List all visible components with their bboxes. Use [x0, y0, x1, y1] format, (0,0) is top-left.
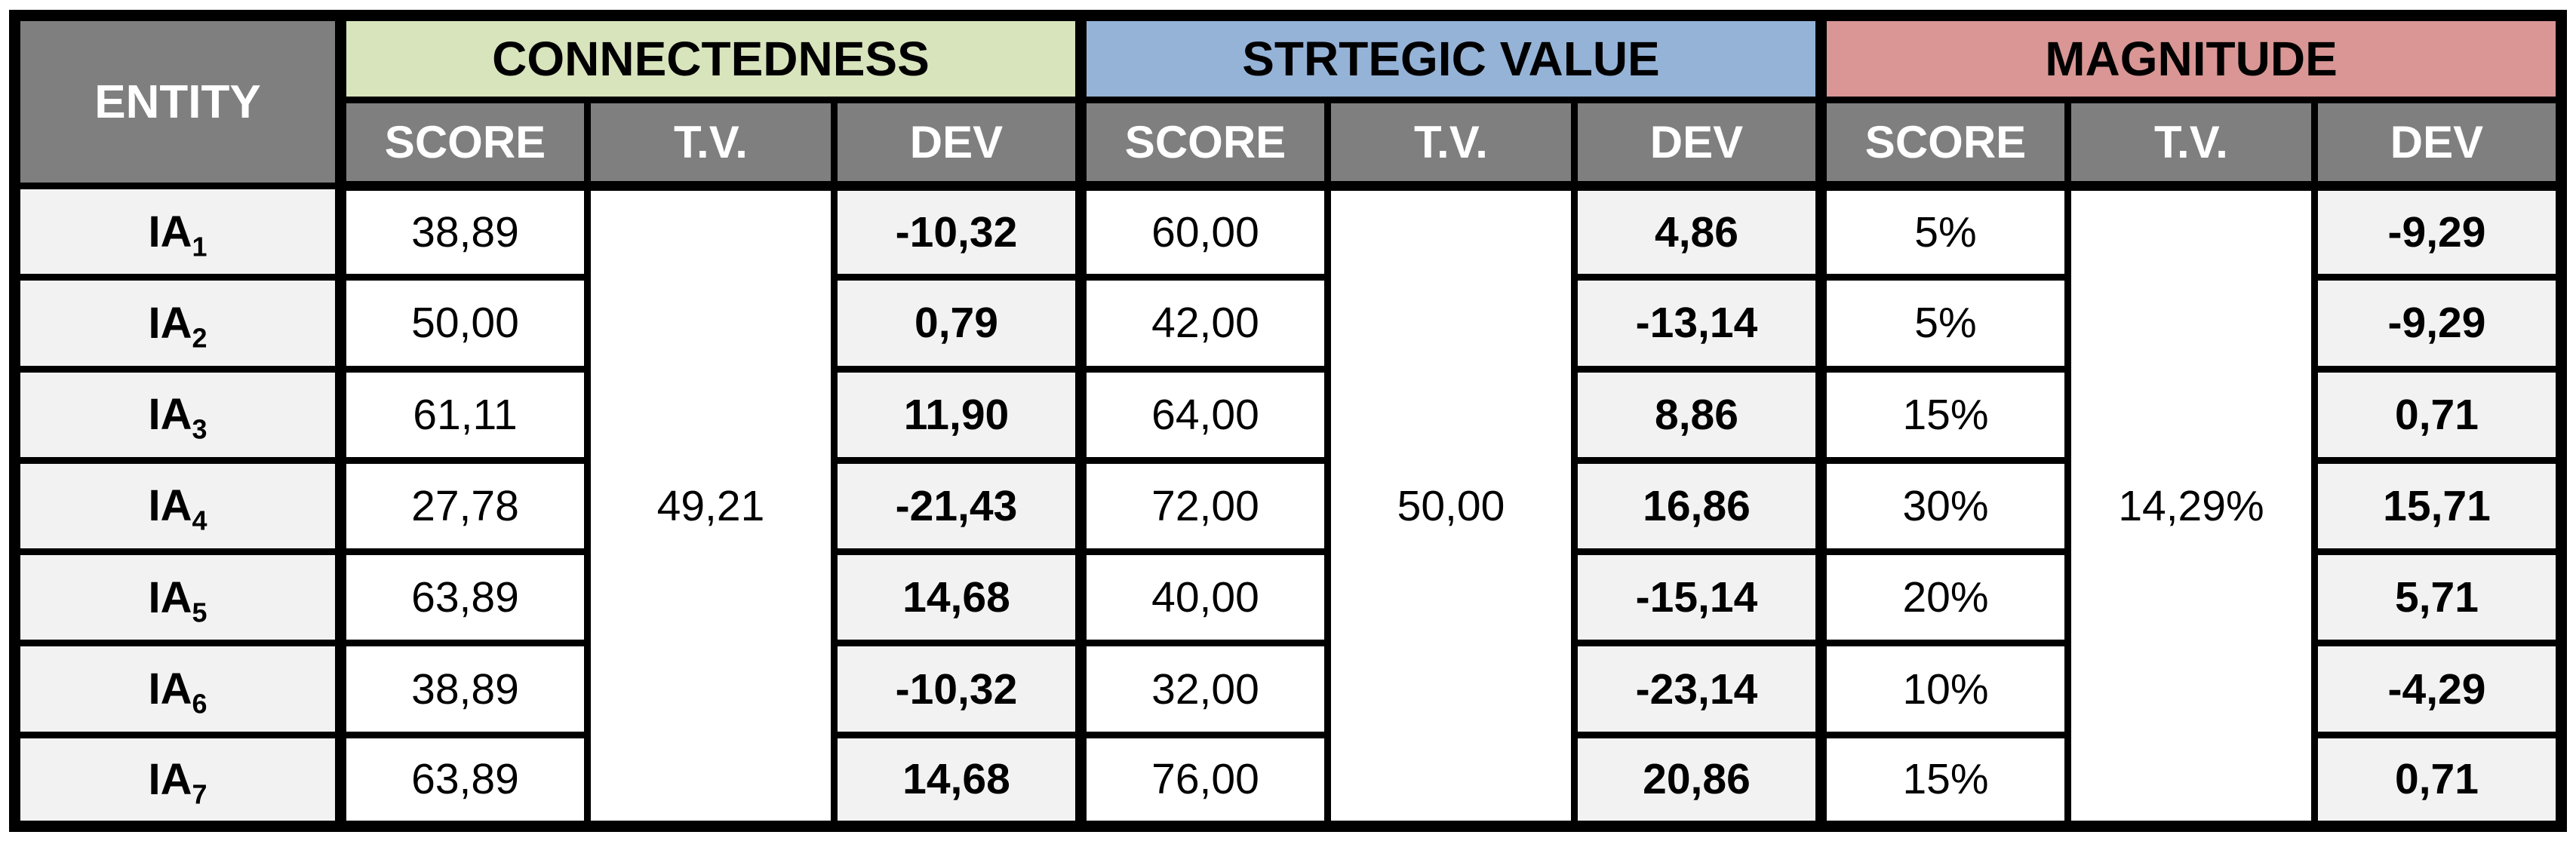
strategic-value-dev-cell: 4,86	[1570, 182, 1824, 281]
entity-label-subscript: 5	[192, 597, 207, 628]
strategic-value-dev-cell: -13,14	[1570, 274, 1824, 373]
connectedness-score-cell: 61,11	[334, 365, 591, 464]
connectedness-score-cell: 50,00	[334, 274, 591, 373]
strategic-value-score-cell: 32,00	[1074, 640, 1331, 738]
entity-label-subscript: 1	[192, 231, 207, 262]
connectedness-score-cell: 38,89	[334, 640, 591, 738]
table-row: IA1 38,89 49,21 -10,32 60,00 50,00 4,86 …	[11, 182, 2565, 830]
magnitude-dev-cell: 0,71	[2310, 731, 2565, 830]
connectedness-dev-cell: 14,68	[830, 548, 1084, 647]
entity-label: IA6	[11, 640, 344, 738]
entity-label: IA1	[11, 182, 344, 281]
strategic-value-score-cell: 72,00	[1074, 456, 1331, 556]
strategic-value-dev-cell: 8,86	[1570, 365, 1824, 464]
entity-label-subscript: 3	[192, 413, 207, 445]
magnitude-score-cell: 30%	[1815, 456, 2071, 556]
magnitude-dev-cell: 15,71	[2310, 456, 2565, 556]
entity-label-base: IA	[148, 572, 192, 622]
connectedness-tv-header: T.V.	[583, 97, 838, 191]
strategic-value-score-header: SCORE	[1074, 97, 1331, 191]
magnitude-tv-header: T.V.	[2064, 97, 2318, 191]
table-row: IA4 27,78 -21,43 72,00 16,86 30% 15,71	[11, 456, 2565, 556]
strategic-value-score-cell: 64,00	[1074, 365, 1331, 464]
group-header-connectedness: CONNECTEDNESS	[334, 12, 1087, 103]
connectedness-dev-cell: -10,32	[830, 640, 1084, 738]
strategic-value-dev-cell: -23,14	[1570, 640, 1824, 738]
entity-label-base: IA	[148, 298, 192, 348]
connectedness-score-cell: 27,78	[334, 456, 591, 556]
connectedness-tv-cell: 49,21	[583, 183, 838, 830]
magnitude-score-cell: 5%	[1815, 274, 2071, 373]
magnitude-score-cell: 15%	[1815, 365, 2071, 464]
entity-label-base: IA	[148, 481, 192, 531]
strategic-value-tv-header: T.V.	[1323, 97, 1578, 191]
connectedness-dev-cell: 11,90	[830, 365, 1084, 464]
entity-metrics-table: ENTITY CONNECTEDNESS STRTEGIC VALUE MAGN…	[9, 10, 2568, 832]
magnitude-dev-cell: -9,29	[2310, 274, 2565, 373]
strategic-value-dev-cell: 16,86	[1570, 456, 1824, 556]
table-row: IA6 38,89 -10,32 32,00 -23,14 10% -4,29	[11, 640, 2565, 738]
entity-label: IA4	[11, 456, 344, 556]
connectedness-dev-cell: 14,68	[830, 731, 1084, 830]
strategic-value-score-cell: 40,00	[1074, 548, 1331, 647]
sub-header-row: SCORE T.V. DEV SCORE T.V. DEV SCORE T.V.…	[15, 97, 2565, 191]
magnitude-score-cell: 20%	[1815, 548, 2071, 647]
entity-label-subscript: 6	[192, 688, 207, 720]
connectedness-score-cell: 63,89	[334, 731, 591, 830]
magnitude-dev-cell: -9,29	[2310, 182, 2565, 281]
strategic-value-dev-cell: -15,14	[1570, 548, 1824, 647]
magnitude-dev-cell: -4,29	[2310, 640, 2565, 738]
entity-label-subscript: 7	[192, 778, 207, 810]
connectedness-dev-header: DEV	[830, 97, 1084, 191]
table-row: IA5 63,89 14,68 40,00 -15,14 20% 5,71	[11, 548, 2565, 647]
strategic-value-score-cell: 42,00	[1074, 274, 1331, 373]
entity-label: IA2	[11, 274, 344, 373]
magnitude-score-cell: 10%	[1815, 640, 2071, 738]
connectedness-dev-cell: -10,32	[830, 182, 1084, 281]
magnitude-score-header: SCORE	[1815, 97, 2071, 191]
group-header-strategic-value: STRTEGIC VALUE	[1074, 12, 1827, 103]
strategic-value-tv-cell: 50,00	[1323, 183, 1578, 830]
magnitude-score-cell: 15%	[1815, 731, 2071, 830]
connectedness-dev-cell: -21,43	[830, 456, 1084, 556]
magnitude-dev-cell: 0,71	[2310, 365, 2565, 464]
magnitude-dev-header: DEV	[2310, 97, 2565, 191]
entity-label-subscript: 2	[192, 322, 207, 354]
entity-label: IA7	[11, 731, 344, 830]
strategic-value-score-cell: 60,00	[1074, 182, 1331, 281]
entity-label-base: IA	[148, 390, 192, 440]
connectedness-score-header: SCORE	[334, 97, 591, 191]
magnitude-score-cell: 5%	[1815, 182, 2071, 281]
entity-label-base: IA	[148, 754, 192, 804]
table-row: IA3 61,11 11,90 64,00 8,86 15% 0,71	[11, 365, 2565, 464]
entity-label-base: IA	[148, 664, 192, 714]
group-header-row: ENTITY CONNECTEDNESS STRTEGIC VALUE MAGN…	[11, 12, 2568, 189]
strategic-value-dev-header: DEV	[1570, 97, 1824, 191]
table-row: IA2 50,00 0,79 42,00 -13,14 5% -9,29	[11, 274, 2565, 373]
entity-label: IA3	[11, 365, 344, 464]
connectedness-score-cell: 38,89	[334, 182, 591, 281]
strategic-value-score-cell: 76,00	[1074, 731, 1331, 830]
table-row: IA7 63,89 14,68 76,00 20,86 15% 0,71	[11, 731, 2565, 830]
connectedness-score-cell: 63,89	[334, 548, 591, 647]
entity-label-base: IA	[148, 207, 192, 256]
entity-label: IA5	[11, 548, 344, 647]
magnitude-tv-cell: 14,29%	[2064, 183, 2318, 830]
entity-label-subscript: 4	[192, 505, 207, 537]
group-header-magnitude: MAGNITUDE	[1815, 12, 2568, 103]
magnitude-dev-cell: 5,71	[2310, 548, 2565, 647]
strategic-value-dev-cell: 20,86	[1570, 731, 1824, 830]
connectedness-dev-cell: 0,79	[830, 274, 1084, 373]
entity-column-header: ENTITY	[11, 12, 346, 189]
